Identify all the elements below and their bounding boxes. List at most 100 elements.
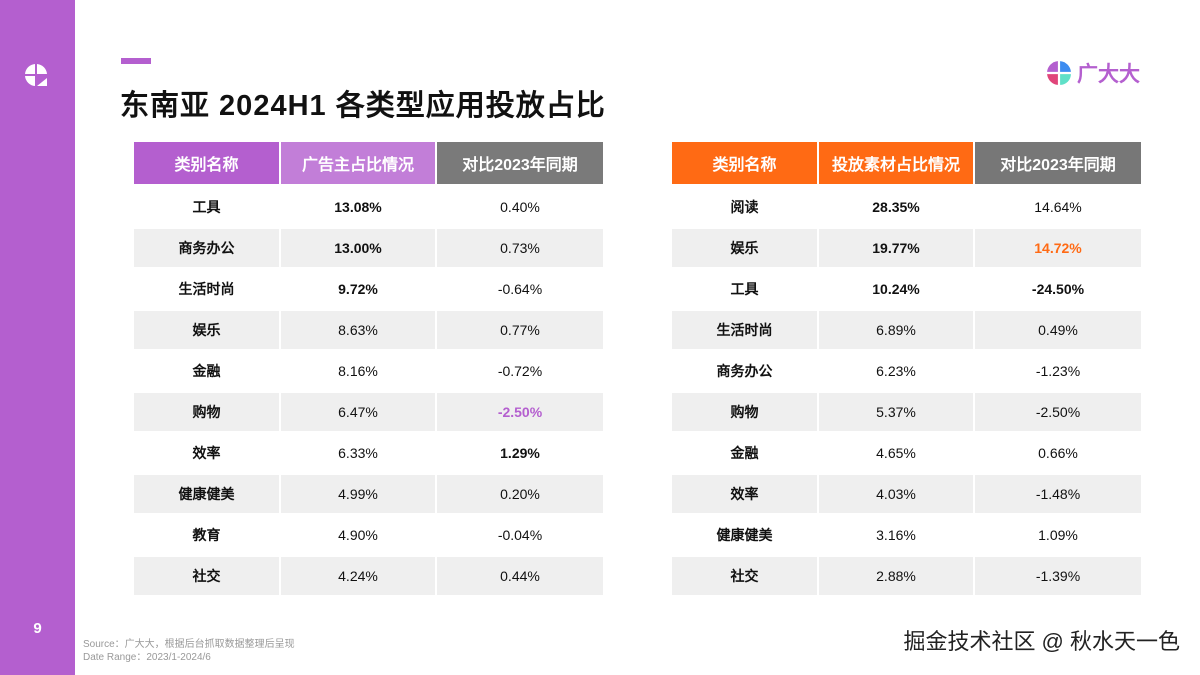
- category-cell: 生活时尚: [178, 281, 235, 297]
- category-cell: 健康健美: [134, 475, 279, 513]
- category-cell: 生活时尚: [672, 311, 817, 349]
- category-cell: 效率: [672, 475, 817, 513]
- category-cell: 健康健美: [716, 527, 773, 543]
- category-cell: 商务办公: [716, 363, 773, 379]
- header-cell: 类别名称: [672, 142, 817, 184]
- category-cell: 社交: [672, 557, 817, 595]
- category-cell: 金融: [192, 363, 221, 379]
- share-cell: 6.47%: [281, 393, 435, 431]
- page-number: 9: [33, 620, 42, 637]
- change-cell: -2.50%: [437, 393, 603, 431]
- share-cell: 5.37%: [819, 393, 973, 431]
- table-row: 健康健美 3.16% 1.09%: [672, 516, 1141, 557]
- advertiser-share-table: 类别名称 广告主占比情况 对比2023年同期 工具 13.08% 0.40% 商务办公 13.…: [134, 142, 603, 598]
- sidebar: 9: [0, 0, 75, 675]
- brand-name: 广大大: [1077, 63, 1140, 86]
- share-cell: 4.99%: [281, 475, 435, 513]
- category-cell: 娱乐: [672, 229, 817, 267]
- table-header: 类别名称 投放素材占比情况 对比2023年同期: [672, 142, 1141, 184]
- category-cell: 商务办公: [134, 229, 279, 267]
- category-cell: 教育: [192, 527, 221, 543]
- table-row: 社交 4.24% 0.44%: [134, 557, 603, 598]
- share-cell: 4.90%: [338, 527, 378, 543]
- table-row: 生活时尚 6.89% 0.49%: [672, 311, 1141, 352]
- share-cell: 6.23%: [876, 363, 916, 379]
- change-cell: 1.29%: [500, 445, 540, 461]
- table-row: 娱乐 19.77% 14.72%: [672, 229, 1141, 270]
- header-cell: 类别名称: [134, 142, 279, 184]
- change-cell: 1.09%: [1038, 527, 1078, 543]
- change-cell: -0.64%: [497, 281, 543, 297]
- table-row: 效率 4.03% -1.48%: [672, 475, 1141, 516]
- change-cell: 0.73%: [437, 229, 603, 267]
- change-cell: 14.72%: [975, 229, 1141, 267]
- change-cell: 0.49%: [975, 311, 1141, 349]
- share-cell: 6.33%: [338, 445, 378, 461]
- table-row: 商务办公 6.23% -1.23%: [672, 352, 1141, 393]
- source-note: Source：广大大，根据后台抓取数据整理后呈现 Date Range：2023…: [83, 638, 295, 664]
- change-cell: -1.23%: [1035, 363, 1081, 379]
- table-row: 娱乐 8.63% 0.77%: [134, 311, 603, 352]
- change-cell: -0.04%: [497, 527, 543, 543]
- share-cell: 2.88%: [819, 557, 973, 595]
- share-cell: 9.72%: [338, 281, 378, 297]
- share-cell: 3.16%: [876, 527, 916, 543]
- logo-icon: [25, 64, 47, 86]
- share-cell: 13.00%: [281, 229, 435, 267]
- category-cell: 阅读: [730, 199, 759, 215]
- table-row: 工具 13.08% 0.40%: [134, 188, 603, 229]
- table-row: 效率 6.33% 1.29%: [134, 434, 603, 475]
- share-cell: 4.24%: [281, 557, 435, 595]
- category-cell: 购物: [672, 393, 817, 431]
- category-cell: 工具: [192, 199, 221, 215]
- watermark: 掘金技术社区 @ 秋水天一色: [903, 629, 1180, 654]
- share-cell: 4.03%: [819, 475, 973, 513]
- change-cell: 0.77%: [437, 311, 603, 349]
- category-cell: 效率: [192, 445, 221, 461]
- change-cell: -24.50%: [1031, 281, 1085, 297]
- table-row: 阅读 28.35% 14.64%: [672, 188, 1141, 229]
- category-cell: 工具: [730, 281, 759, 297]
- change-cell: 0.66%: [1038, 445, 1078, 461]
- page-title: 东南亚 2024H1 各类型应用投放占比: [120, 90, 606, 122]
- table-row: 金融 4.65% 0.66%: [672, 434, 1141, 475]
- table-row: 健康健美 4.99% 0.20%: [134, 475, 603, 516]
- table-row: 商务办公 13.00% 0.73%: [134, 229, 603, 270]
- table-row: 社交 2.88% -1.39%: [672, 557, 1141, 598]
- change-cell: -1.39%: [975, 557, 1141, 595]
- table-header: 类别名称 广告主占比情况 对比2023年同期: [134, 142, 603, 184]
- table-row: 生活时尚 9.72% -0.64%: [134, 270, 603, 311]
- share-cell: 4.65%: [876, 445, 916, 461]
- creative-share-table: 类别名称 投放素材占比情况 对比2023年同期阅读 28.35% 14.64% 娱乐 19.…: [672, 142, 1141, 598]
- category-cell: 购物: [134, 393, 279, 431]
- change-cell: 0.20%: [437, 475, 603, 513]
- header-cell: 投放素材占比情况: [819, 142, 973, 184]
- share-cell: 10.24%: [872, 281, 920, 297]
- header-cell: 广告主占比情况: [281, 142, 435, 184]
- share-cell: 13.08%: [334, 199, 382, 215]
- share-cell: 8.16%: [338, 363, 378, 379]
- share-cell: 28.35%: [872, 199, 920, 215]
- date-range-text: Date Range：2023/1-2024/6: [83, 652, 211, 663]
- table-row: 工具 10.24% -24.50%: [672, 270, 1141, 311]
- change-cell: 0.40%: [500, 199, 540, 215]
- share-cell: 8.63%: [281, 311, 435, 349]
- change-cell: 0.44%: [437, 557, 603, 595]
- table-row: 购物 6.47% -2.50%: [134, 393, 603, 434]
- title-accent-bar: [121, 58, 151, 64]
- source-text: Source：广大大，根据后台抓取数据整理后呈现: [83, 639, 295, 650]
- change-cell: 14.64%: [1034, 199, 1082, 215]
- table-row: 购物 5.37% -2.50%: [672, 393, 1141, 434]
- share-cell: 6.89%: [819, 311, 973, 349]
- header-cell: 对比2023年同期: [437, 142, 603, 184]
- brand-logo-icon: [1047, 61, 1071, 85]
- category-cell: 社交: [134, 557, 279, 595]
- category-cell: 金融: [730, 445, 759, 461]
- change-cell: -1.48%: [975, 475, 1141, 513]
- change-cell: -2.50%: [975, 393, 1141, 431]
- category-cell: 娱乐: [134, 311, 279, 349]
- change-cell: -0.72%: [497, 363, 543, 379]
- header-cell: 对比2023年同期: [975, 142, 1141, 184]
- table-row: 教育 4.90% -0.04%: [134, 516, 603, 557]
- brand-logo: 广大大: [1046, 58, 1140, 88]
